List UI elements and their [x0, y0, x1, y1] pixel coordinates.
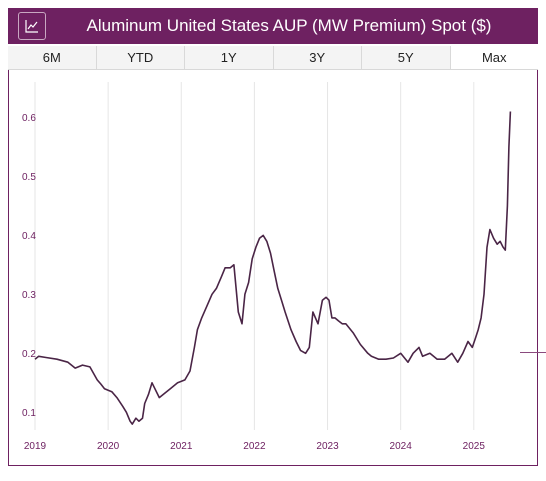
x-tick-label: 2025: [463, 441, 486, 452]
x-tick-label: 2024: [390, 441, 413, 452]
chart-title: Aluminum United States AUP (MW Premium) …: [8, 8, 538, 44]
y-tick-label: 0.6: [22, 113, 36, 124]
x-tick-label: 2020: [97, 441, 120, 452]
x-tick-label: 2019: [24, 441, 47, 452]
y-tick-label: 0.4: [22, 231, 36, 242]
tab-max[interactable]: Max: [450, 46, 538, 69]
x-tick-label: 2023: [316, 441, 339, 452]
divider: [520, 352, 546, 353]
series-line: [34, 111, 512, 425]
tab-6m[interactable]: 6M: [8, 46, 97, 69]
chart-panel: 2019 2020 2021 2022 2023 2024 2025 0.1 0.2 0.3 0.4…: [8, 70, 538, 466]
x-tick-label: 2022: [243, 441, 266, 452]
y-tick-label: 0.2: [22, 349, 36, 360]
chart-header: Aluminum United States AUP (MW Premium) …: [8, 8, 538, 44]
line-chart-icon[interactable]: [18, 12, 46, 40]
tab-ytd[interactable]: YTD: [96, 46, 185, 69]
tab-3y[interactable]: 3Y: [273, 46, 362, 69]
tab-1y[interactable]: 1Y: [185, 46, 274, 69]
price-chart: 2019 2020 2021 2022 2023 2024 2025 0.1 0.2 0.3 0.4…: [22, 82, 512, 452]
tab-5y[interactable]: 5Y: [362, 46, 451, 69]
x-tick-label: 2021: [170, 441, 193, 452]
y-tick-label: 0.5: [22, 172, 36, 183]
range-tabs: 6M YTD 1Y 3Y 5Y Max: [8, 46, 538, 70]
y-tick-label: 0.1: [22, 408, 36, 419]
y-tick-label: 0.3: [22, 290, 36, 301]
chart-title-text: Aluminum United States AUP (MW Premium) …: [86, 16, 492, 35]
